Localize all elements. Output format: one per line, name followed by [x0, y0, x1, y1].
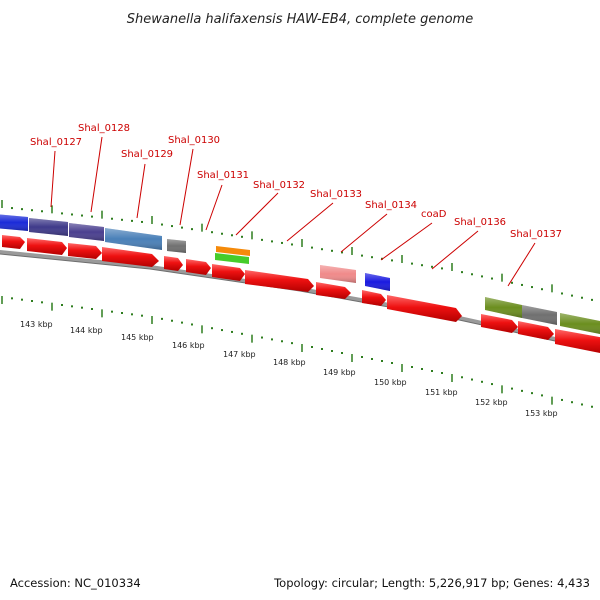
scale-label-150kbp: 150 kbp	[374, 378, 407, 387]
cds-arrow	[362, 290, 386, 306]
cds-arrow	[481, 314, 518, 333]
feature-block-orange	[216, 246, 250, 256]
scale-label-144kbp: 144 kbp	[70, 326, 103, 335]
scale-label-149kbp: 149 kbp	[323, 368, 356, 377]
cds-arrow	[518, 321, 554, 340]
cds-arrow	[245, 270, 314, 292]
cds-arrow	[186, 259, 211, 275]
gene-label-shal-0136: Shal_0136	[454, 217, 506, 228]
gene-label-shal-0133: Shal_0133	[310, 189, 362, 200]
feature-blocks	[0, 214, 600, 334]
cds-arrow	[68, 243, 102, 259]
gene-label-shal-0132: Shal_0132	[253, 180, 305, 191]
gene-label-shal-0129: Shal_0129	[121, 149, 173, 160]
scale-label-148kbp: 148 kbp	[273, 358, 306, 367]
accession-text: Accession: NC_010334	[10, 576, 141, 590]
scale-label-153kbp: 153 kbp	[525, 409, 558, 418]
scale-label-151kbp: 151 kbp	[425, 388, 458, 397]
scale-label-143kbp: 143 kbp	[20, 320, 53, 329]
inner-tick-row	[1, 296, 593, 408]
gene-label-coad: coaD	[421, 209, 447, 220]
cds-arrow	[2, 235, 25, 249]
map-title: Shewanella halifaxensis HAW-EB4, complet…	[127, 12, 473, 27]
cds-arrows	[2, 235, 600, 353]
cds-arrow	[555, 329, 600, 353]
cds-arrow	[102, 247, 159, 267]
genome-backbone	[0, 249, 600, 351]
gene-label-shal-0131: Shal_0131	[197, 170, 249, 181]
scale-label-146kbp: 146 kbp	[172, 341, 205, 350]
cds-arrow	[387, 295, 462, 322]
feature-block-green	[215, 253, 249, 264]
gene-label-shal-0134: Shal_0134	[365, 200, 417, 211]
gene-label-shal-0128: Shal_0128	[78, 123, 130, 134]
genome-summary-text: Topology: circular; Length: 5,226,917 bp…	[274, 576, 590, 590]
cds-arrow	[316, 282, 351, 299]
cds-arrow	[212, 264, 245, 281]
gene-label-leaders	[50, 136, 536, 287]
scale-label-145kbp: 145 kbp	[121, 333, 154, 342]
gene-label-shal-0127: Shal_0127	[30, 137, 82, 148]
cds-arrow	[27, 238, 67, 255]
gene-label-shal-0137: Shal_0137	[510, 229, 562, 240]
scale-label-147kbp: 147 kbp	[223, 350, 256, 359]
gene-label-shal-0130: Shal_0130	[168, 135, 220, 146]
cds-arrow	[164, 256, 183, 271]
scale-label-152kbp: 152 kbp	[475, 398, 508, 407]
